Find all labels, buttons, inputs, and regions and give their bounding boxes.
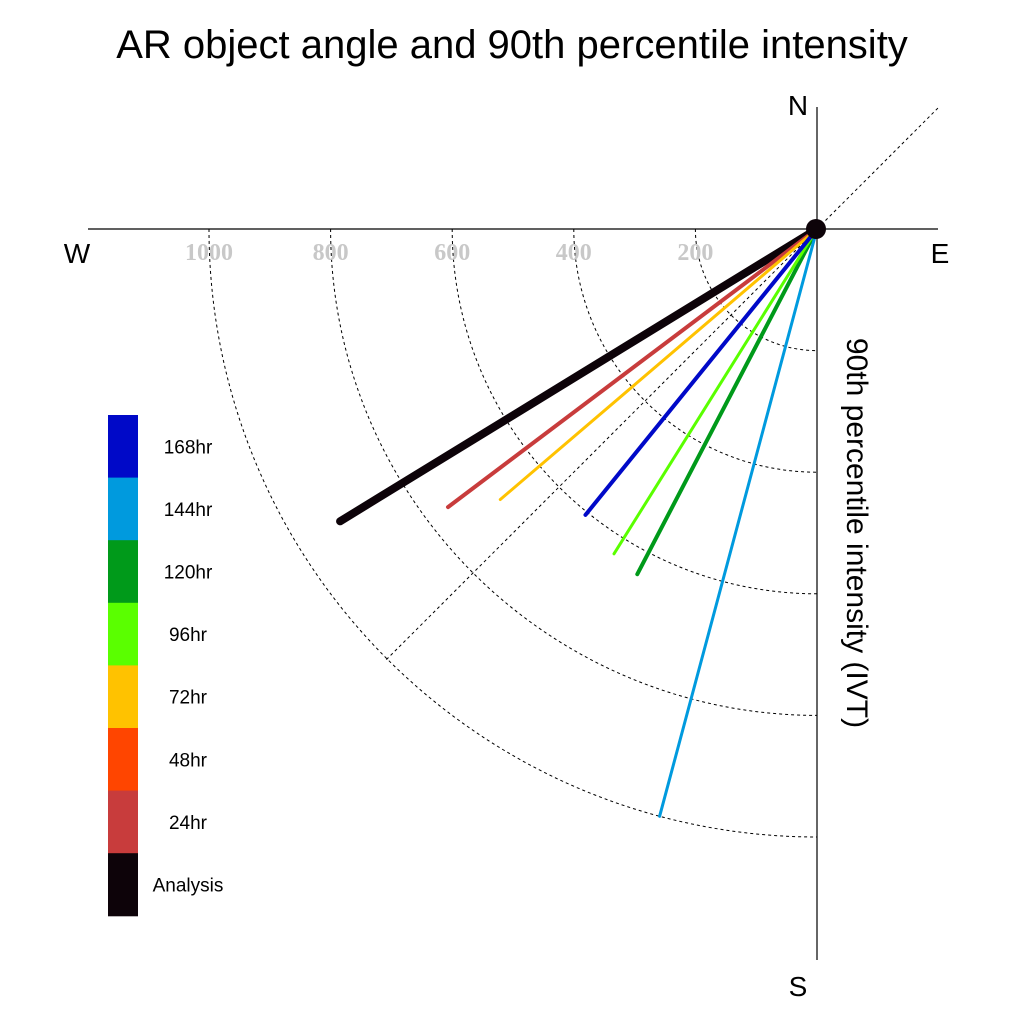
range-ring-400 xyxy=(573,228,818,473)
legend-swatch-72hr xyxy=(108,665,138,729)
radial-tick-label: 200 xyxy=(677,240,713,266)
legend-label-72hr: 72hr xyxy=(169,688,208,709)
range-ring-200 xyxy=(694,228,818,352)
legend: 168hr 144hr 120hr 96hr 72hr 48hr 24hr Analysis xyxy=(108,415,224,917)
radial-tick-label: 400 xyxy=(556,240,592,266)
vector-168hr xyxy=(583,227,819,517)
legend-swatch-48hr xyxy=(108,728,138,792)
vector-analysis xyxy=(336,225,821,526)
vector-120hr xyxy=(635,227,819,577)
range-ring-1000 xyxy=(208,228,818,838)
forecast-vectors xyxy=(336,225,821,818)
origin-marker xyxy=(806,219,826,239)
radial-tick-labels: 200 400 600 800 1000 xyxy=(185,240,713,266)
legend-swatch-96hr xyxy=(108,602,138,666)
legend-label-24hr: 24hr xyxy=(169,813,208,834)
legend-label-analysis: Analysis xyxy=(153,876,224,897)
vector-24hr xyxy=(446,227,819,510)
vector-96hr xyxy=(612,227,819,556)
legend-label-168hr: 168hr xyxy=(164,437,213,458)
legend-swatch-24hr xyxy=(108,790,138,854)
chart-title: AR object angle and 90th percentile inte… xyxy=(116,23,908,67)
radial-axis-label: 90th percentile intensity (IVT) xyxy=(840,338,873,728)
radial-tick-label: 600 xyxy=(434,240,470,266)
northeast-diagonal xyxy=(816,105,941,230)
range-ring-800 xyxy=(330,228,818,716)
legend-label-120hr: 120hr xyxy=(164,563,213,584)
south-label: S xyxy=(789,971,808,1002)
east-label: E xyxy=(931,238,950,269)
radial-tick-label: 1000 xyxy=(185,240,233,266)
legend-label-48hr: 48hr xyxy=(169,750,208,771)
legend-label-144hr: 144hr xyxy=(164,500,213,521)
legend-swatch-168hr xyxy=(108,415,138,479)
range-ring-600 xyxy=(451,228,818,595)
legend-swatch-144hr xyxy=(108,477,138,541)
vector-144hr xyxy=(658,227,819,818)
vector-72hr xyxy=(498,227,819,501)
legend-swatch-120hr xyxy=(108,540,138,604)
range-rings xyxy=(208,228,818,838)
north-label: N xyxy=(788,90,808,121)
legend-swatch-analysis xyxy=(108,853,138,917)
radial-tick-label: 800 xyxy=(313,240,349,266)
west-label: W xyxy=(64,238,91,269)
legend-label-96hr: 96hr xyxy=(169,625,208,646)
southwest-diagonal xyxy=(385,228,818,661)
